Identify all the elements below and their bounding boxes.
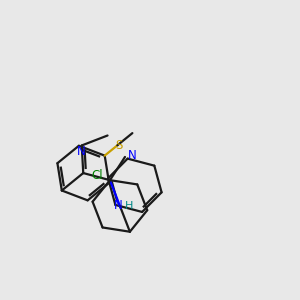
Text: H: H bbox=[125, 201, 134, 211]
Text: N: N bbox=[128, 148, 136, 162]
Text: Cl: Cl bbox=[92, 169, 103, 182]
Text: N: N bbox=[114, 200, 123, 212]
Text: S: S bbox=[115, 139, 123, 152]
Text: N: N bbox=[77, 146, 86, 158]
